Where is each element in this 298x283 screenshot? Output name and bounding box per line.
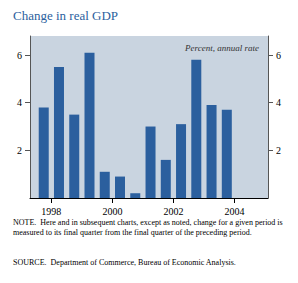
svg-text:2004: 2004 xyxy=(224,206,244,217)
svg-text:Percent, annual rate: Percent, annual rate xyxy=(184,43,259,53)
svg-text:Change in real GDP: Change in real GDP xyxy=(13,8,118,23)
svg-text:6: 6 xyxy=(276,50,281,61)
svg-text:2000: 2000 xyxy=(102,206,122,217)
svg-text:4: 4 xyxy=(17,97,22,108)
svg-text:SOURCE. Department of Commerc: SOURCE. Department of Commerce, Bureau o… xyxy=(13,258,236,267)
svg-text:4: 4 xyxy=(276,97,281,108)
svg-text:2002: 2002 xyxy=(163,206,183,217)
svg-text:2: 2 xyxy=(276,145,281,156)
svg-text:measured to its final quarter: measured to its final quarter from the f… xyxy=(13,228,252,237)
svg-text:NOTE. Here and in subsequent: NOTE. Here and in subsequent charts, exc… xyxy=(13,218,285,227)
svg-text:2: 2 xyxy=(17,145,22,156)
svg-text:6: 6 xyxy=(17,50,22,61)
svg-text:1998: 1998 xyxy=(41,206,61,217)
